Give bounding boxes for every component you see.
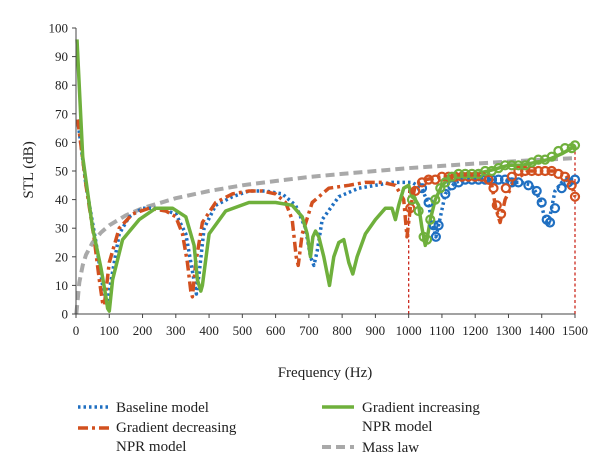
data-marker-increasing (506, 160, 517, 171)
data-marker-baseline (544, 217, 556, 228)
x-tick-label: 1200 (462, 323, 488, 338)
x-axis-title: Frequency (Hz) (278, 365, 373, 381)
data-marker-decreasing (410, 185, 421, 197)
data-marker-increasing (466, 168, 477, 179)
x-tick-label: 1500 (562, 323, 588, 338)
y-tick-label: 80 (55, 78, 68, 93)
data-marker-increasing (559, 143, 571, 154)
data-marker-baseline (430, 231, 441, 242)
data-marker-decreasing (488, 183, 499, 194)
legend-label-decreasing-1: Gradient decreasing (116, 420, 237, 436)
x-tick-label: 1000 (396, 323, 422, 338)
data-marker-baseline (506, 177, 517, 188)
data-marker-baseline (433, 220, 444, 231)
data-marker-increasing (569, 140, 581, 151)
x-tick-label: 600 (266, 323, 286, 338)
x-tick-label: 100 (100, 323, 120, 338)
legend-label-baseline: Baseline model (116, 400, 209, 416)
x-tick-label: 200 (133, 323, 153, 338)
x-tick-label: 1100 (429, 323, 455, 338)
legend-label-increasing-2: NPR model (362, 419, 432, 435)
legend-label-masslaw: Mass law (362, 440, 419, 456)
data-marker-baseline (440, 188, 451, 199)
axes-layer (72, 27, 576, 318)
data-marker-baseline (513, 177, 524, 188)
x-tick-label: 900 (366, 323, 386, 338)
x-tick-label: 0 (73, 323, 80, 338)
data-marker-baseline (549, 203, 561, 214)
data-marker-increasing (533, 154, 544, 165)
data-marker-decreasing (533, 165, 544, 177)
data-marker-increasing (460, 168, 471, 179)
data-marker-increasing (453, 168, 464, 179)
data-marker-baseline (536, 197, 547, 208)
x-tick-label: 1400 (529, 323, 555, 338)
data-marker-increasing (430, 194, 441, 205)
data-marker-baseline (493, 174, 504, 185)
data-marker-increasing (421, 234, 433, 245)
data-marker-decreasing (559, 171, 571, 182)
data-marker-decreasing (566, 180, 577, 191)
y-tick-label: 100 (49, 21, 69, 36)
data-marker-increasing (500, 160, 511, 171)
legend: Baseline model Gradient decreasing NPR m… (78, 400, 480, 456)
data-marker-increasing (413, 205, 424, 217)
y-tick-label: 60 (55, 135, 68, 150)
y-tick-label: 50 (55, 164, 68, 179)
y-tick-label: 40 (55, 192, 68, 207)
data-marker-baseline (523, 180, 534, 191)
data-marker-increasing (440, 177, 451, 188)
data-marker-decreasing (519, 165, 531, 177)
data-marker-increasing (546, 151, 557, 162)
legend-label-increasing-1: Gradient increasing (362, 400, 480, 416)
y-tick-label: 90 (55, 49, 68, 64)
data-marker-decreasing (423, 174, 434, 185)
x-tick-label: 800 (332, 323, 352, 338)
y-tick-label: 70 (55, 106, 68, 121)
data-marker-decreasing (506, 171, 517, 182)
series-line-masslaw (74, 156, 576, 315)
y-axis-title: STL (dB) (21, 141, 37, 198)
data-marker-increasing (435, 183, 446, 194)
marker-layer (405, 140, 581, 245)
x-tick-label: 700 (299, 323, 319, 338)
legend-label-decreasing-2: NPR model (116, 439, 186, 455)
data-marker-increasing (480, 165, 491, 177)
data-marker-decreasing (496, 208, 507, 219)
data-marker-baseline (556, 183, 567, 194)
y-tick-label: 10 (55, 278, 68, 293)
data-marker-decreasing (483, 174, 494, 185)
data-marker-increasing (406, 194, 418, 205)
y-tick-label: 0 (62, 307, 69, 322)
data-marker-decreasing (500, 183, 511, 194)
x-tick-label: 400 (199, 323, 219, 338)
y-tick-label: 20 (55, 249, 68, 264)
data-marker-decreasing (569, 191, 581, 202)
data-marker-decreasing (491, 200, 502, 211)
data-marker-increasing (425, 214, 436, 225)
x-tick-label: 300 (166, 323, 186, 338)
data-marker-increasing (513, 160, 524, 171)
data-marker-baseline (531, 185, 542, 197)
data-marker-decreasing (539, 165, 551, 177)
y-tick-label: 30 (55, 221, 68, 236)
x-tick-label: 500 (233, 323, 253, 338)
series-line-decreasing (75, 119, 577, 308)
x-tick-label: 1300 (495, 323, 521, 338)
data-marker-decreasing (513, 165, 524, 177)
